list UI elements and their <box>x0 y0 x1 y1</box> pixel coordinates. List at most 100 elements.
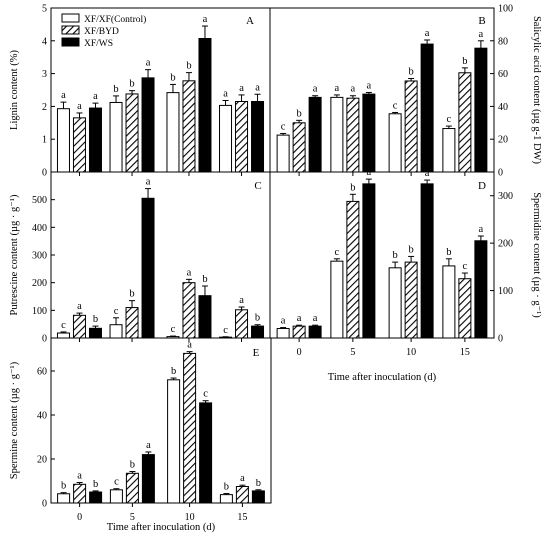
bar <box>442 265 456 339</box>
significance-letter: b <box>61 481 66 492</box>
significance-letter: b <box>186 61 191 72</box>
significance-letter: a <box>367 167 372 178</box>
significance-letter: a <box>203 14 208 25</box>
significance-letter: c <box>114 477 119 488</box>
bar <box>109 489 123 504</box>
bar <box>346 200 360 339</box>
bar <box>73 483 87 504</box>
bar <box>125 472 139 504</box>
bar <box>420 43 434 173</box>
bar <box>109 324 123 339</box>
significance-letter: b <box>129 79 134 90</box>
significance-letter: a <box>187 340 192 351</box>
significance-letter: b <box>93 314 98 325</box>
significance-letter: b <box>408 67 413 78</box>
x-tick-label: 5 <box>130 512 135 523</box>
bar <box>308 96 322 173</box>
y-tick-label: 500 <box>32 195 47 206</box>
x-tick-label: 15 <box>237 512 247 523</box>
y-axis-title: Spermidine content (µg · g⁻¹) <box>531 192 542 318</box>
legend-label: XF/XF(Control) <box>84 14 146 25</box>
significance-letter: c <box>171 324 176 335</box>
significance-letter: b <box>224 482 229 493</box>
y-tick-label: 3 <box>42 69 47 80</box>
significance-letter: c <box>463 261 468 272</box>
significance-letter: a <box>335 83 340 94</box>
bar <box>235 309 249 339</box>
bar <box>251 325 265 339</box>
bar <box>141 454 155 504</box>
y-tick-label: 20 <box>37 455 47 466</box>
bar <box>404 261 418 339</box>
significance-letter: c <box>223 325 228 336</box>
bar <box>362 93 376 173</box>
bar <box>88 107 102 173</box>
significance-letter: b <box>408 244 413 255</box>
bar <box>330 96 344 173</box>
y-tick-label: 100 <box>498 286 513 297</box>
significance-letter: b <box>171 366 176 377</box>
significance-letter: b <box>256 478 261 489</box>
significance-letter: c <box>281 121 286 132</box>
y-tick-label: 4 <box>42 36 47 47</box>
significance-letter: a <box>239 83 244 94</box>
significance-letter: a <box>281 316 286 327</box>
y-tick-label: 100 <box>32 306 47 317</box>
bar <box>474 47 488 173</box>
bar <box>167 379 181 504</box>
bar <box>125 93 139 173</box>
significance-letter: a <box>61 90 66 101</box>
significance-letter: a <box>93 91 98 102</box>
y-tick-label: 0 <box>42 499 47 510</box>
significance-letter: b <box>446 247 451 258</box>
y-tick-label: 60 <box>37 367 47 378</box>
significance-letter: b <box>392 250 397 261</box>
significance-letter: a <box>367 80 372 91</box>
y-tick-label: 1 <box>42 135 47 146</box>
significance-letter: a <box>77 301 82 312</box>
bar <box>182 282 196 339</box>
x-axis-title: Time after inoculation (d) <box>107 522 216 533</box>
y-tick-label: 300 <box>32 251 47 262</box>
significance-letter: a <box>240 473 245 484</box>
significance-letter: b <box>202 274 207 285</box>
significance-letter: a <box>255 82 260 93</box>
y-tick-label: 0 <box>498 168 503 179</box>
bar <box>251 490 265 504</box>
significance-letter: b <box>462 56 467 67</box>
y-tick-label: 400 <box>32 223 47 234</box>
bar <box>346 97 360 173</box>
y-tick-label: 5 <box>42 4 47 15</box>
panel-label: E <box>253 347 260 359</box>
y-tick-label: 300 <box>498 191 513 202</box>
y-tick-label: 20 <box>498 135 508 146</box>
x-tick-label: 15 <box>460 347 470 358</box>
significance-letter: a <box>479 224 484 235</box>
bar <box>458 72 472 173</box>
y-tick-label: 0 <box>42 168 47 179</box>
panel-label: C <box>254 180 261 192</box>
bar <box>458 278 472 339</box>
bar <box>166 92 180 173</box>
bar <box>183 352 197 504</box>
plot-frame <box>50 337 272 504</box>
significance-letter: a <box>479 29 484 40</box>
bar <box>56 332 70 339</box>
bar <box>199 402 213 504</box>
significance-letter: a <box>77 101 82 112</box>
y-tick-label: 60 <box>498 69 508 80</box>
significance-letter: a <box>187 267 192 278</box>
significance-letter: b <box>129 289 134 300</box>
x-tick-label: 0 <box>297 347 302 358</box>
legend-label: XF/BYD <box>84 27 119 37</box>
y-axis-title: Putrescine content (µg · g⁻¹) <box>9 194 20 315</box>
significance-letter: a <box>425 168 430 179</box>
y-tick-label: 0 <box>42 334 47 345</box>
bar <box>198 38 212 173</box>
significance-letter: a <box>313 84 318 95</box>
bar <box>276 134 290 173</box>
